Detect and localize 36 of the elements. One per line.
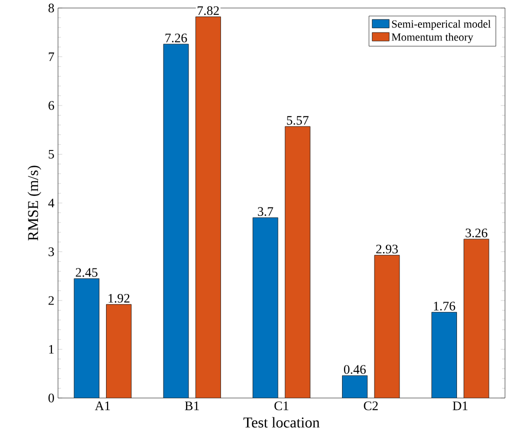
legend-label: Semi-emperical model bbox=[392, 20, 491, 30]
bar bbox=[342, 375, 368, 398]
y-tick-label: 2 bbox=[48, 296, 54, 305]
bar bbox=[374, 254, 400, 398]
legend-label: Momentum theory bbox=[392, 33, 474, 44]
y-tick-label: 3 bbox=[48, 247, 54, 256]
data-label: 3.26 bbox=[466, 228, 488, 238]
data-label: 3.7 bbox=[258, 207, 274, 216]
bar bbox=[284, 126, 310, 398]
bar bbox=[252, 217, 278, 398]
bar bbox=[74, 278, 100, 398]
bar bbox=[464, 238, 490, 398]
data-label: 2.93 bbox=[376, 244, 398, 254]
y-tick-label: 8 bbox=[48, 4, 54, 12]
y-axis-title: RMSE (m/s) bbox=[28, 166, 42, 241]
y-tick-label: 0 bbox=[48, 394, 54, 402]
data-label: 5.57 bbox=[287, 116, 309, 125]
x-tick-label: B1 bbox=[184, 402, 199, 410]
bar bbox=[195, 16, 221, 398]
data-label: 1.76 bbox=[434, 302, 456, 311]
y-tick-label: 5 bbox=[48, 150, 54, 159]
data-label: 0.46 bbox=[344, 365, 366, 374]
x-tick-label: C1 bbox=[274, 402, 288, 410]
y-tick-label: 4 bbox=[48, 198, 54, 208]
data-label: 7.82 bbox=[198, 6, 219, 16]
data-label: 1.92 bbox=[108, 294, 130, 303]
data-label: 2.45 bbox=[76, 268, 98, 277]
x-tick-label: A1 bbox=[94, 402, 110, 410]
data-label: 7.26 bbox=[166, 34, 187, 42]
x-tick-label: D1 bbox=[452, 402, 468, 410]
y-tick-label: 1 bbox=[49, 344, 54, 354]
x-tick-label: C2 bbox=[364, 402, 378, 410]
bar bbox=[163, 44, 189, 398]
y-tick-label: 7 bbox=[48, 52, 54, 61]
y-tick-label: 6 bbox=[48, 101, 54, 110]
x-axis-title: Test location bbox=[243, 417, 320, 428]
